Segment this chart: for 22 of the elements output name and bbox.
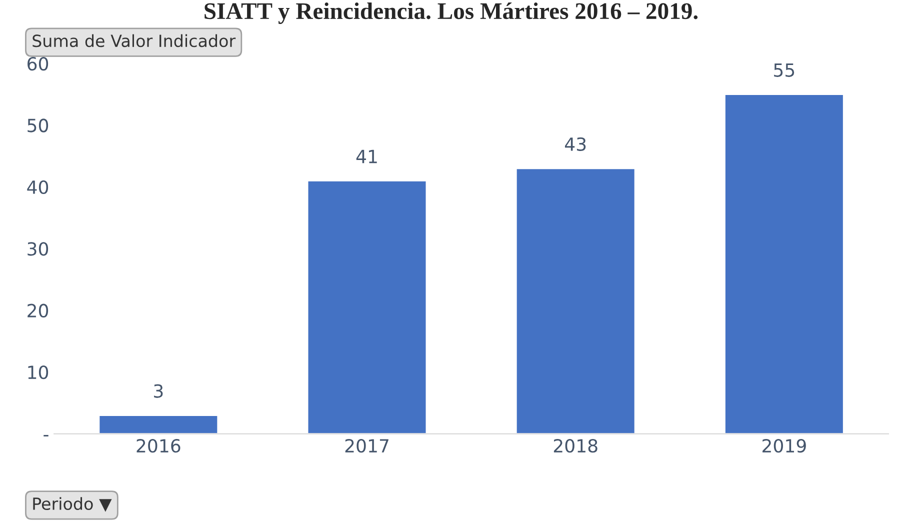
bar <box>306 180 428 434</box>
text: Periodo ▼ <box>33 497 112 512</box>
data-label: 43 <box>564 137 586 152</box>
data-label: 3 <box>154 384 163 398</box>
bar <box>515 168 636 434</box>
y-tick-label: 60 <box>28 56 48 71</box>
x-tick-label: 2019 <box>762 438 806 453</box>
y-tick-label: 10 <box>28 366 48 380</box>
y-tick-label: 40 <box>27 180 48 194</box>
chart-title: SIATT y Reincidencia. Los Mártires 2016 – 2019. <box>204 2 698 24</box>
y-tick-label: 20 <box>28 304 48 318</box>
y-tick-label: 30 <box>28 242 48 256</box>
data-label: 41 <box>356 150 377 164</box>
x-tick-label: 2016 <box>136 438 180 453</box>
data-label: 55 <box>774 64 794 77</box>
bar <box>724 94 844 434</box>
x-tick-label: 2018 <box>554 438 598 453</box>
bar <box>98 414 219 434</box>
y-tick-label: - <box>44 434 48 436</box>
y-tick-label: 50 <box>28 118 48 132</box>
x-tick-label: 2017 <box>345 438 388 453</box>
text: Suma de Valor Indicador <box>32 34 236 48</box>
